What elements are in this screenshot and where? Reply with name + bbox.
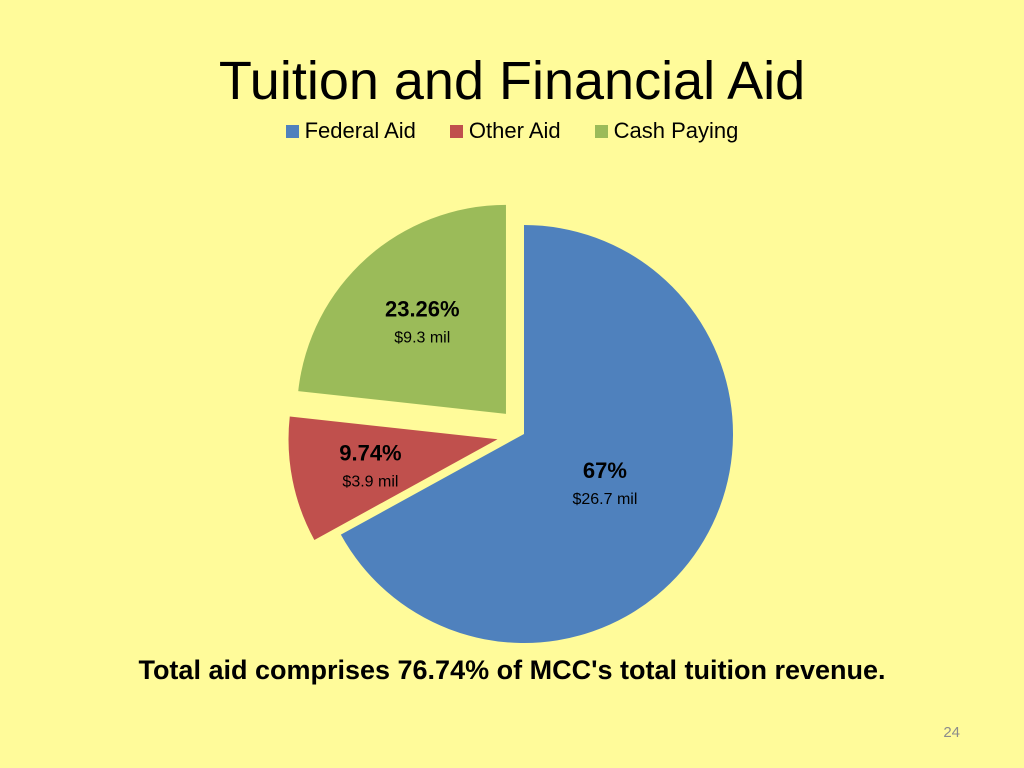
summary-text: Total aid comprises 76.74% of MCC's tota…	[138, 655, 886, 685]
slice-percent-label-federal-aid: 67%	[583, 458, 627, 483]
legend-swatch-cash-paying	[594, 124, 608, 138]
legend-swatch-other-aid	[449, 124, 463, 138]
legend-item-federal-aid: Federal Aid	[285, 118, 416, 144]
legend-label-federal-aid: Federal Aid	[304, 118, 416, 143]
slice-amount-label-other-aid: $3.9 mil	[342, 474, 398, 491]
slice-amount-label-federal-aid: $26.7 mil	[572, 491, 637, 508]
pie-slice-cash-paying	[298, 204, 506, 414]
legend-item-other-aid: Other Aid	[449, 118, 561, 144]
slice-amount-label-cash-paying: $9.3 mil	[394, 330, 450, 347]
slide-title: Tuition and Financial Aid	[218, 51, 806, 111]
legend-swatch-federal-aid	[285, 124, 299, 138]
legend-label-other-aid: Other Aid	[468, 118, 561, 143]
pie-slice-federal-aid	[340, 225, 734, 644]
chart-legend: Federal Aid Other Aid Cash Paying	[0, 118, 1024, 144]
slice-percent-label-other-aid: 9.74%	[339, 441, 401, 466]
legend-label-cash-paying: Cash Paying	[613, 118, 739, 143]
slide-number: 24	[943, 724, 960, 741]
legend-item-cash-paying: Cash Paying	[594, 118, 739, 144]
slice-percent-label-cash-paying: 23.26%	[385, 297, 460, 322]
pie-slice-other-aid	[288, 416, 498, 540]
